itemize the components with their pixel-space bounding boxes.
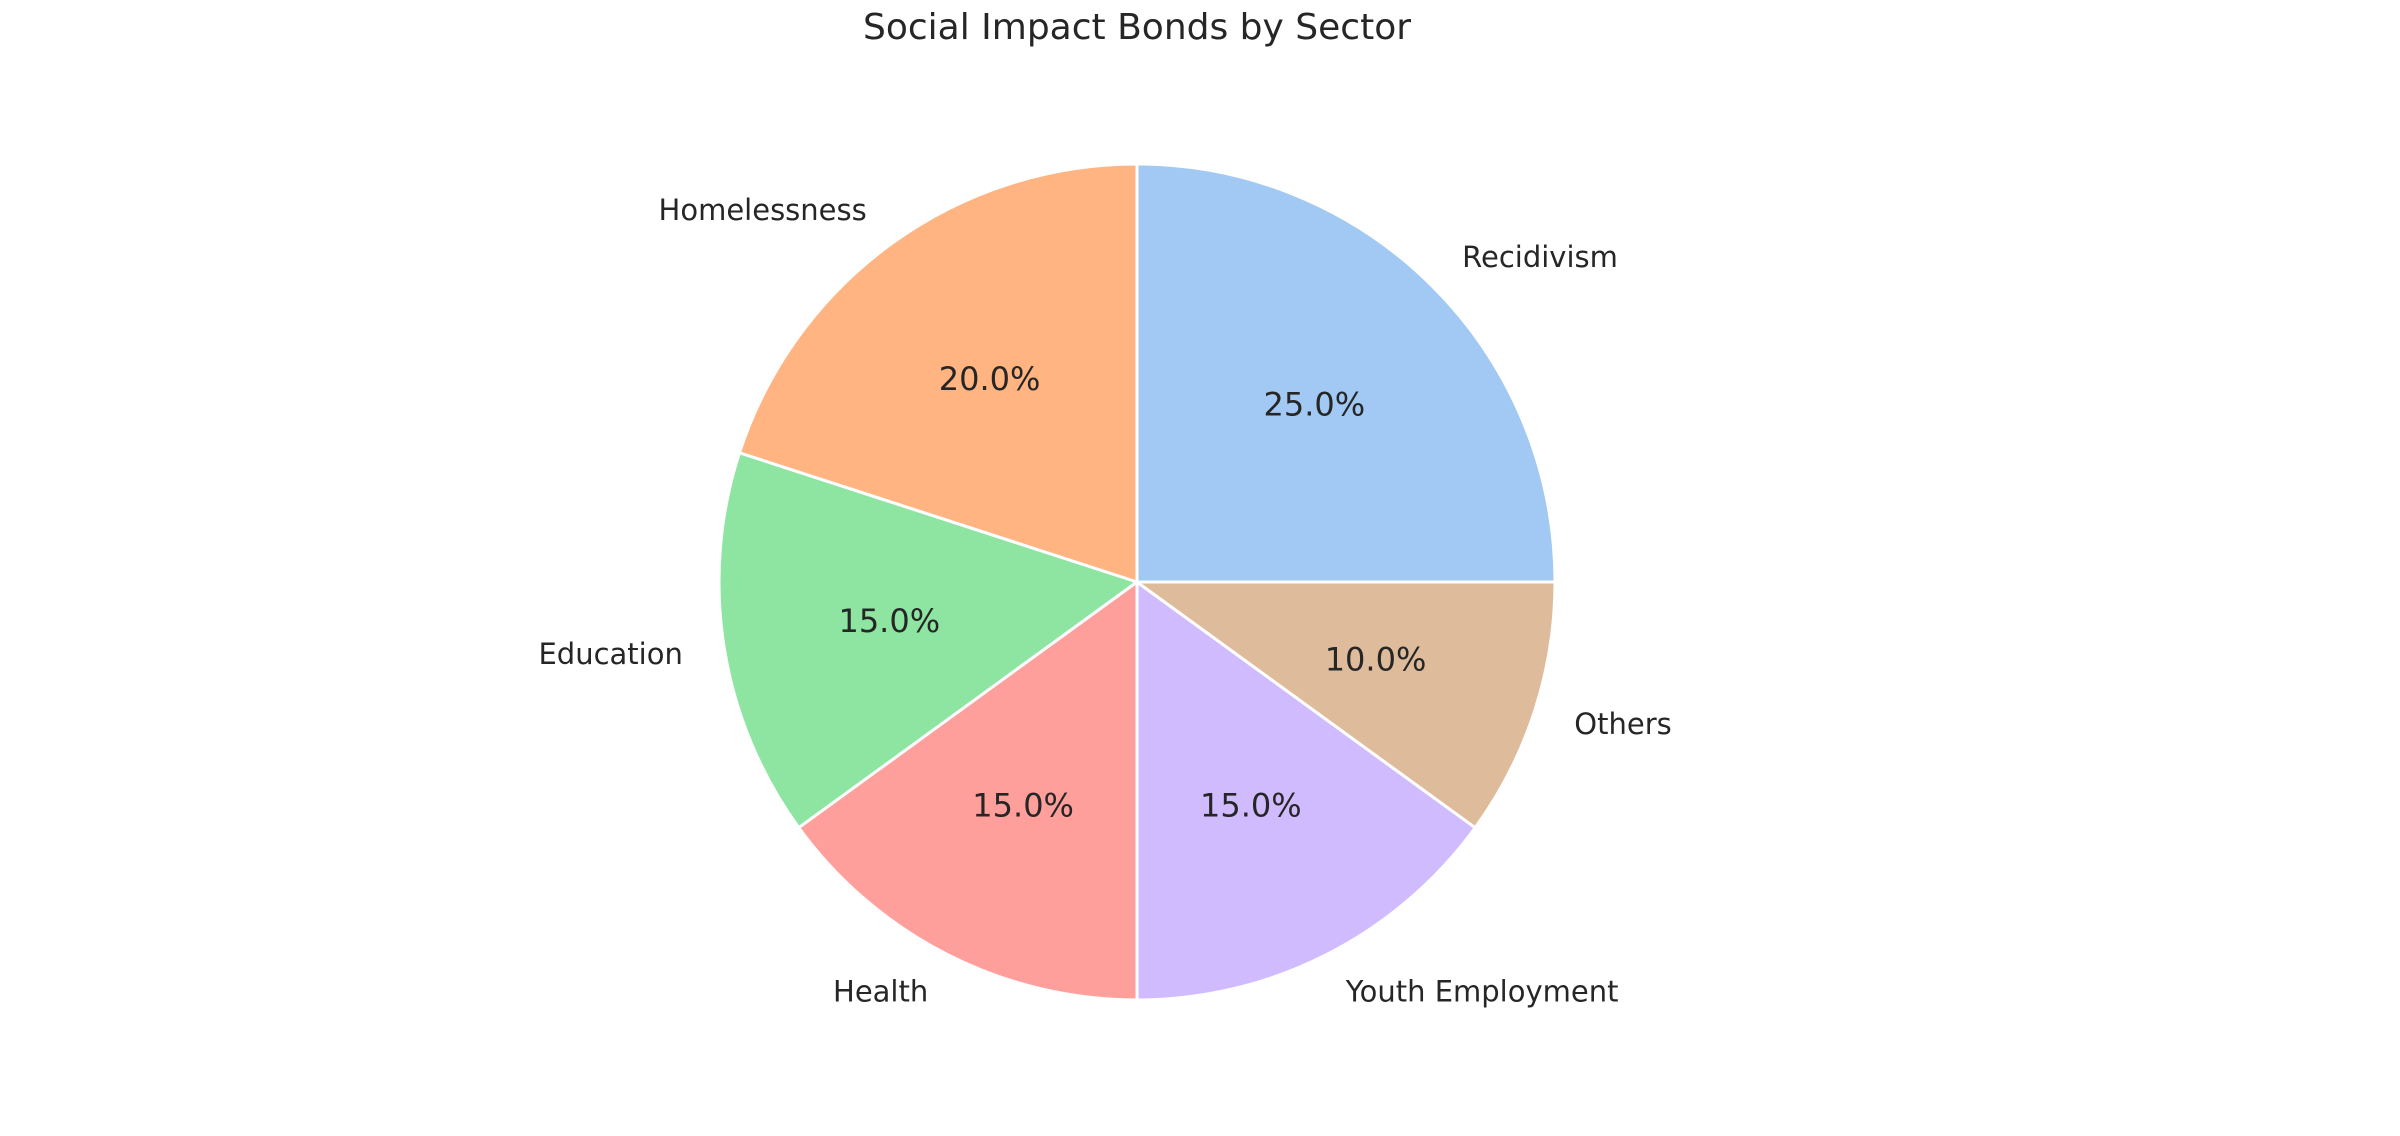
slice-label-education: Education: [538, 637, 682, 671]
slice-percent-homelessness: 20.0%: [939, 360, 1041, 398]
pie-slice-recidivism: [1135, 162, 1557, 584]
pie-slice-others: [1132, 580, 1557, 830]
chart-title: Social Impact Bonds by Sector: [862, 7, 1412, 48]
pie-slice-youth-employment: [1135, 579, 1478, 1002]
slice-percent-education: 15.0%: [838, 602, 940, 640]
slice-percent-health: 15.0%: [972, 786, 1074, 824]
slice-label-others: Others: [1574, 707, 1671, 741]
slice-label-homelessness: Homelessness: [659, 193, 867, 227]
slice-label-recidivism: Recidivism: [1462, 240, 1618, 274]
pie-slice-health: [796, 579, 1139, 1002]
pie-slice-education: [717, 450, 1141, 830]
slice-percent-youth-employment: 15.0%: [1200, 786, 1302, 824]
slice-percent-recidivism: 25.0%: [1264, 386, 1366, 424]
pie-slice-homelessness: [737, 162, 1139, 585]
slice-percent-others: 10.0%: [1325, 641, 1427, 679]
pie-labels: Recidivism 25.0% Homelessness 20.0% Educatio…: [538, 193, 1671, 1009]
slice-label-youth-employment: Youth Employment: [1345, 975, 1619, 1009]
pie-slices: [717, 162, 1557, 1002]
slice-label-health: Health: [833, 975, 928, 1009]
